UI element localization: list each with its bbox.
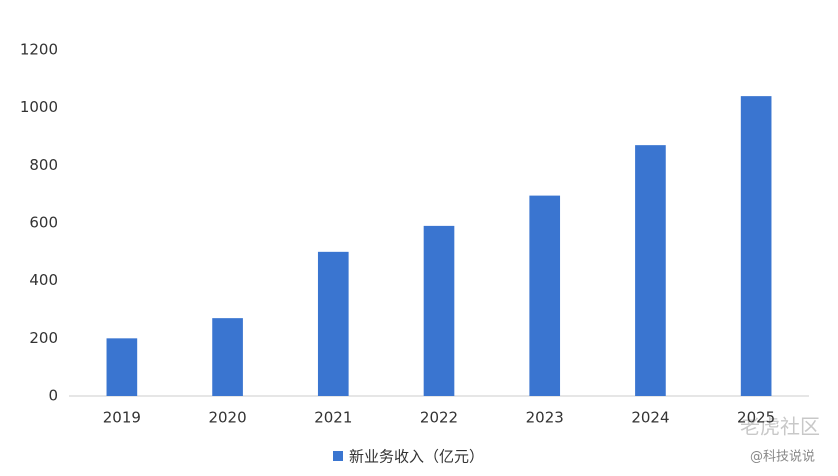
y-tick-label: 800 (29, 156, 58, 174)
watermark-author: @科技说说 (750, 450, 815, 465)
y-tick-label: 400 (29, 271, 58, 289)
bar (740, 96, 772, 396)
y-tick-label: 200 (29, 329, 58, 347)
bar (317, 251, 349, 396)
y-tick-label: 1000 (20, 98, 58, 116)
bar (529, 195, 561, 396)
y-tick-label: 600 (29, 214, 58, 232)
x-tick-label: 2023 (526, 409, 564, 427)
x-tick-label: 2019 (103, 409, 141, 427)
watermark-brand: 老虎社区 (740, 415, 820, 439)
bar (212, 318, 243, 396)
y-tick-label: 1200 (20, 41, 58, 59)
legend-swatch (333, 451, 343, 461)
y-tick-label: 0 (48, 387, 58, 405)
x-tick-label: 2022 (420, 409, 458, 427)
x-tick-label: 2025 (737, 409, 775, 427)
x-tick-label: 2020 (208, 409, 246, 427)
bar (423, 225, 455, 396)
x-tick-label: 2021 (314, 409, 352, 427)
x-tick-label: 2024 (631, 409, 669, 427)
bar (635, 145, 666, 396)
legend-label: 新业务收入（亿元） (349, 448, 484, 466)
bar (106, 338, 138, 396)
